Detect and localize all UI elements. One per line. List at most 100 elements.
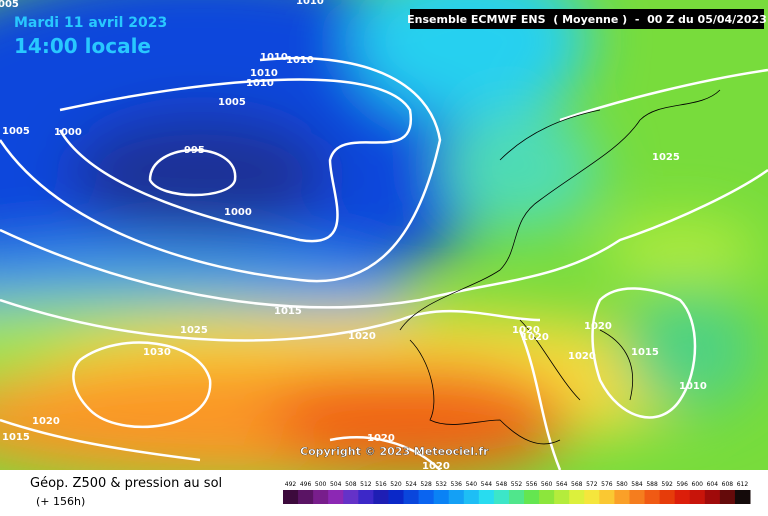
scale-label: 576	[601, 481, 613, 488]
date: Mardi 11 avril 2023	[14, 15, 167, 31]
scale-swatch	[343, 490, 359, 504]
scale-label: 592	[661, 481, 673, 488]
scale-label: 544	[481, 481, 493, 488]
isobar-label: 995	[184, 145, 205, 156]
scale-swatch	[539, 490, 555, 504]
isobar-label: 1020	[584, 321, 612, 332]
scale-swatch	[614, 490, 630, 504]
copyright: Copyright © 2023 Meteociel.fr	[300, 445, 489, 458]
isobar-label: 005	[0, 0, 19, 10]
scale-swatch	[403, 490, 420, 504]
scale-label: 560	[541, 481, 553, 488]
scale-swatch	[524, 490, 540, 504]
map	[0, 0, 768, 470]
scale-swatch	[734, 490, 751, 504]
isobar-label: 1020	[512, 325, 540, 336]
scale-swatch	[478, 490, 495, 504]
isobar-label: 1010	[250, 68, 278, 79]
scale-swatch	[569, 490, 585, 504]
scale-swatch	[373, 490, 389, 504]
scale-label: 548	[496, 481, 508, 488]
isobar-label: 1020	[367, 433, 395, 444]
scale-label: 600	[692, 481, 704, 488]
scale-swatch	[644, 490, 661, 504]
model-info: Ensemble ECMWF ENS ( Moyenne ) - 00 Z du…	[407, 13, 767, 26]
isobar-label: 1010	[246, 78, 274, 89]
isobar-label: 1020	[521, 332, 549, 343]
scale-swatch	[463, 490, 480, 504]
scale-label: 504	[330, 481, 342, 488]
scale-label: 564	[556, 481, 568, 488]
scale-label: 516	[375, 481, 387, 488]
scale-label: 604	[707, 481, 719, 488]
scale-swatch	[298, 490, 314, 504]
local-time: 14:00 locale	[14, 34, 151, 58]
isobar-label: 1020	[422, 461, 450, 472]
scale-swatch	[418, 490, 435, 504]
scale-swatch	[599, 490, 615, 504]
model-box	[410, 9, 764, 29]
scale-label: 596	[676, 481, 688, 488]
scale-label: 612	[737, 481, 749, 488]
scale-swatch	[704, 490, 721, 504]
isobar-label: 1015	[2, 432, 30, 443]
isobar-label: 1025	[180, 325, 208, 336]
scale-label: 496	[300, 481, 312, 488]
lead-time: (+ 156h)	[36, 495, 85, 508]
scale-label: 608	[722, 481, 734, 488]
scale-label: 492	[285, 481, 297, 488]
scale-label: 524	[405, 481, 417, 488]
scale-label: 588	[646, 481, 658, 488]
scale-label: 500	[315, 481, 327, 488]
isobar-label: 1010	[260, 52, 288, 63]
scale-swatch	[388, 490, 405, 504]
scale-label: 584	[631, 481, 643, 488]
isobar-label: 1015	[631, 347, 659, 358]
scale-label: 540	[466, 481, 478, 488]
scale-swatch	[629, 490, 646, 504]
isobar-label: 1010	[296, 0, 324, 7]
isobar-label: 1015	[274, 306, 302, 317]
scale-swatch	[493, 490, 510, 504]
scale-swatch	[313, 490, 329, 504]
scale-swatch	[659, 490, 676, 504]
footer-title: Géop. Z500 & pression au sol	[30, 476, 222, 491]
scale-label: 568	[571, 481, 583, 488]
scale-swatch	[674, 490, 691, 504]
scale-swatch	[719, 490, 736, 504]
isobar-label: 1020	[348, 331, 376, 342]
scale-swatch	[283, 490, 299, 504]
scale-label: 508	[345, 481, 357, 488]
isobar-label: 1010	[679, 381, 707, 392]
isobar-label: 1005	[2, 126, 30, 137]
scale-label: 556	[526, 481, 538, 488]
isobar-label: 1020	[32, 416, 60, 427]
scale-label: 520	[390, 481, 402, 488]
scale-label: 572	[586, 481, 598, 488]
scale-swatch	[433, 490, 450, 504]
scale-swatch	[689, 490, 706, 504]
isobar-label: 1000	[224, 207, 252, 218]
isobar-label: 1025	[652, 152, 680, 163]
scale-swatch	[328, 490, 344, 504]
isobar-label: 1020	[568, 351, 596, 362]
isobar-label: 1030	[143, 347, 171, 358]
scale-label: 532	[435, 481, 447, 488]
scale-label: 536	[451, 481, 463, 488]
scale-label: 552	[511, 481, 523, 488]
scale-label: 580	[616, 481, 628, 488]
color-scale: 492 496 500 504 508 512 516 520 524 528 532 536 540 5…	[283, 481, 751, 504]
isobar-label: 1010	[286, 55, 314, 66]
scale-swatch	[358, 490, 374, 504]
scale-swatch	[554, 490, 570, 504]
scale-swatch	[448, 490, 465, 504]
scale-swatch	[508, 490, 525, 504]
scale-label: 512	[360, 481, 372, 488]
scale-label: 528	[420, 481, 432, 488]
isobar-label: 1005	[218, 97, 246, 108]
scale-swatch	[584, 490, 600, 504]
isobar-label: 1000	[54, 127, 82, 138]
